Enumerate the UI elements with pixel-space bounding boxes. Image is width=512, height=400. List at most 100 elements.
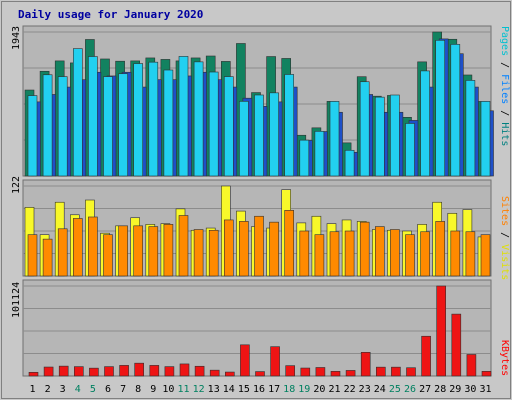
x-tick-label-day-31: 31 (479, 384, 491, 395)
ymax-label-traffic: 1943 (11, 26, 22, 50)
bar-kbytes-kbytes-day-9 (149, 365, 160, 377)
x-tick-label-day-20: 20 (313, 384, 325, 395)
legend-visits-part-1: / (499, 226, 510, 244)
ymax-label-visits: 122 (11, 176, 22, 194)
bar-traffic-pages-day-12 (193, 61, 204, 177)
bar-kbytes-kbytes-day-25 (391, 366, 401, 377)
bar-traffic-pages-day-6 (103, 76, 113, 177)
bar-visits-sites-day-12 (193, 229, 204, 277)
bar-traffic-pages-day-10 (163, 69, 174, 177)
gridlines-kbytes (23, 285, 491, 354)
bar-traffic-pages-day-26 (405, 123, 415, 177)
bar-kbytes-kbytes-day-11 (179, 363, 190, 377)
bar-traffic-pages-day-8 (133, 63, 143, 177)
bar-visits-sites-day-30 (465, 231, 476, 277)
x-tick-label-day-12: 12 (193, 384, 205, 395)
bar-visits-sites-day-10 (163, 224, 174, 277)
bar-visits-sites-day-1 (27, 234, 38, 277)
x-tick-label-day-22: 22 (344, 384, 356, 395)
x-tick-label-day-25: 25 (389, 384, 401, 395)
bar-traffic-pages-day-29 (450, 44, 461, 177)
bar-visits-sites-day-29 (450, 230, 461, 277)
x-tick-label-day-18: 18 (283, 384, 295, 395)
bar-traffic-pages-day-19 (299, 139, 310, 177)
bar-visits-sites-day-15 (239, 221, 249, 277)
bar-visits-sites-day-5 (88, 216, 98, 277)
bar-kbytes-kbytes-day-14 (225, 371, 235, 377)
x-tick-label-day-7: 7 (120, 384, 126, 395)
bar-traffic-pages-day-4 (73, 48, 83, 177)
bar-kbytes-kbytes-day-10 (164, 366, 175, 377)
x-tick-label-day-19: 19 (298, 384, 310, 395)
bar-visits-sites-day-13 (208, 229, 219, 277)
bar-kbytes-kbytes-day-29 (451, 313, 462, 377)
bars-visits (24, 185, 491, 277)
bar-kbytes-kbytes-day-22 (345, 370, 356, 377)
bar-visits-sites-day-11 (178, 215, 189, 277)
legend-visits-part-2: Visits (499, 244, 510, 280)
x-tick-label-day-9: 9 (150, 384, 156, 395)
bar-kbytes-kbytes-day-1 (28, 371, 39, 377)
bar-traffic-pages-day-2 (42, 74, 53, 177)
bar-traffic-pages-day-28 (435, 40, 446, 177)
bar-traffic-pages-day-30 (465, 80, 476, 177)
x-tick-label-day-14: 14 (223, 384, 235, 395)
bar-traffic-pages-day-16 (254, 94, 264, 177)
bar-traffic-pages-day-20 (314, 131, 325, 177)
legend-traffic-part-3: / (499, 104, 510, 122)
chart-title: Daily usage for January 2020 (18, 8, 203, 21)
bar-traffic-pages-day-1 (27, 95, 38, 177)
bar-visits-sites-day-16 (254, 215, 264, 277)
bar-traffic-pages-day-27 (420, 70, 430, 177)
bar-kbytes-kbytes-day-27 (421, 335, 431, 377)
x-tick-label-day-13: 13 (208, 384, 220, 395)
bar-kbytes-kbytes-day-3 (58, 365, 69, 377)
legend-traffic-part-2: Files (499, 74, 510, 104)
legend-traffic-part-4: Hits (499, 122, 510, 146)
x-tick-label-day-16: 16 (253, 384, 265, 395)
bar-visits-sites-day-7 (118, 225, 128, 277)
x-tick-label-day-1: 1 (29, 384, 35, 395)
x-tick-label-day-5: 5 (90, 384, 96, 395)
x-tick-label-day-24: 24 (374, 384, 386, 395)
bar-kbytes-kbytes-day-31 (481, 371, 492, 377)
bar-kbytes-kbytes-day-21 (330, 371, 341, 377)
bar-visits-sites-day-19 (299, 230, 310, 277)
x-tick-label-day-2: 2 (45, 384, 51, 395)
x-tick-label-day-23: 23 (359, 384, 371, 395)
x-tick-label-day-29: 29 (449, 384, 461, 395)
ymax-label-kbytes: 101124 (11, 282, 22, 318)
bar-traffic-pages-day-13 (208, 71, 219, 177)
bar-visits-sites-day-24 (374, 226, 385, 277)
x-tick-label-day-8: 8 (135, 384, 141, 395)
bar-kbytes-kbytes-day-17 (270, 346, 280, 377)
bar-visits-sites-day-18 (284, 210, 295, 277)
bar-visits-sites-day-27 (420, 231, 430, 277)
bar-traffic-pages-day-25 (390, 94, 400, 177)
bar-visits-sites-day-3 (57, 228, 68, 277)
x-tick-label-day-27: 27 (419, 384, 431, 395)
bar-kbytes-kbytes-day-2 (43, 366, 54, 377)
bar-kbytes-kbytes-day-18 (285, 365, 296, 377)
bar-visits-sites-day-25 (390, 229, 400, 277)
bar-kbytes-kbytes-day-6 (104, 366, 114, 377)
bar-kbytes-kbytes-day-13 (209, 369, 220, 377)
legend-traffic-part-1: / (499, 56, 510, 74)
legend-kbytes-part-0: KBytes (499, 340, 510, 376)
x-tick-label-day-17: 17 (268, 384, 280, 395)
bar-traffic-pages-day-15 (239, 101, 249, 177)
x-tick-label-day-28: 28 (434, 384, 446, 395)
x-axis-day-labels: 1 2 3 4 5 6 7 8 9 10 11 12 13 14 15 16 17 18 19 20 21 22 23 24 2… (29, 384, 491, 395)
bar-kbytes-kbytes-day-19 (300, 367, 311, 377)
bar-visits-sites-day-2 (42, 238, 53, 277)
panel-visits: 122 Sites / Visits (11, 176, 510, 280)
bar-visits-sites-day-6 (103, 234, 113, 277)
bar-kbytes-kbytes-day-4 (74, 366, 84, 377)
bar-traffic-pages-day-3 (57, 76, 68, 177)
bar-visits-sites-day-20 (314, 234, 325, 277)
bar-visits-sites-day-31 (480, 234, 491, 277)
bar-kbytes-kbytes-day-16 (255, 371, 265, 377)
bar-kbytes-kbytes-day-28 (436, 285, 447, 377)
panel-kbytes: 101124 KBytes (11, 279, 510, 377)
